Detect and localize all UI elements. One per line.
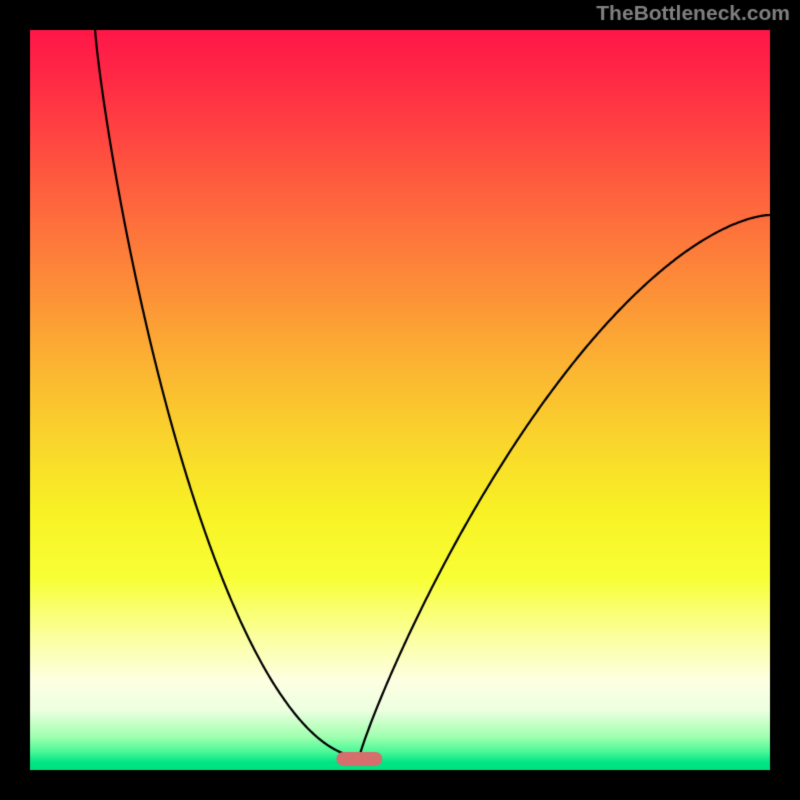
- bottleneck-chart: [0, 0, 800, 800]
